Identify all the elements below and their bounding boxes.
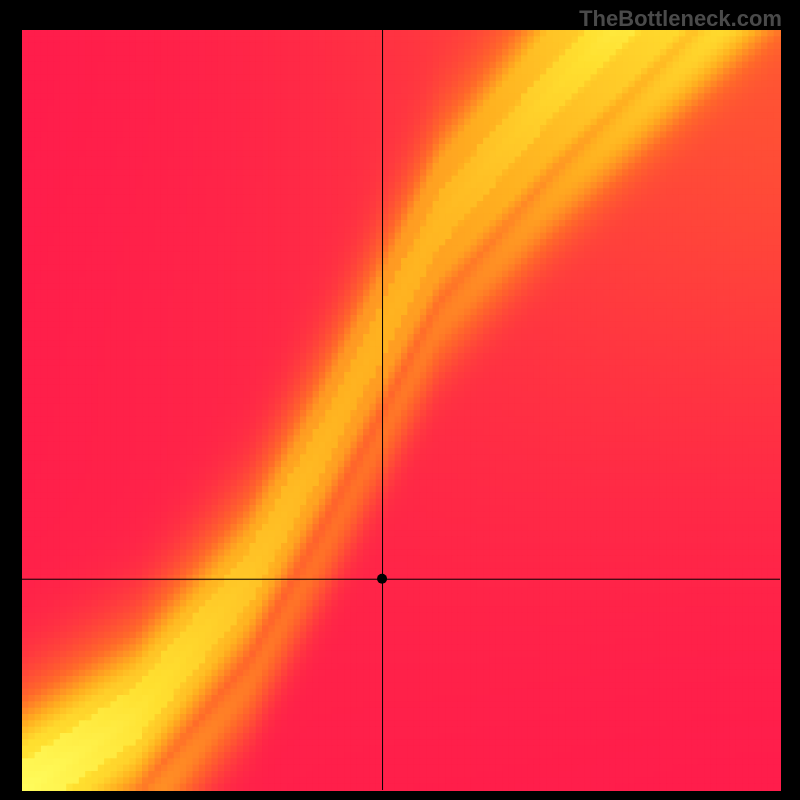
bottleneck-heatmap-canvas xyxy=(0,0,800,800)
chart-root: TheBottleneck.com xyxy=(0,0,800,800)
watermark-text: TheBottleneck.com xyxy=(579,6,782,32)
